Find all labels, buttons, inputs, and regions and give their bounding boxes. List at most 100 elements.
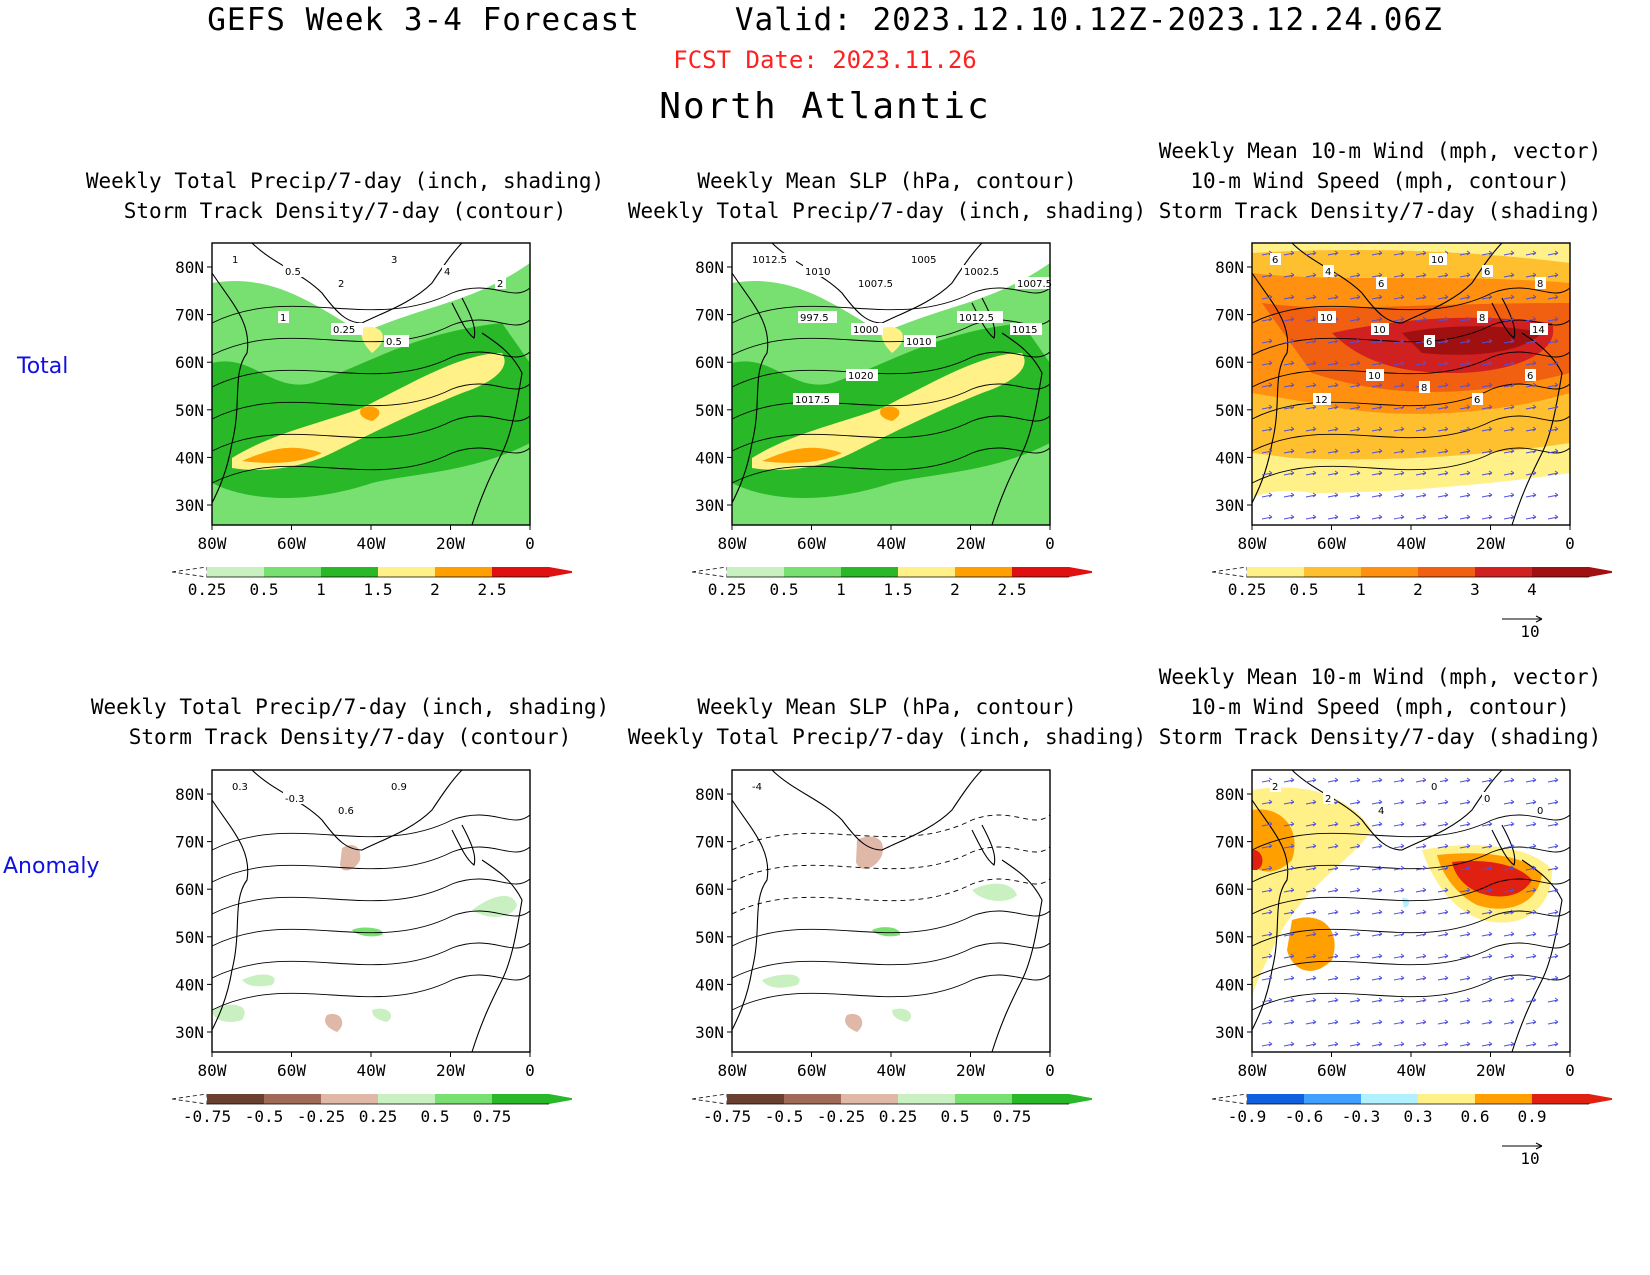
wind-vector: [1393, 931, 1405, 937]
wind-vector: [1371, 997, 1383, 1003]
contour-label: 4: [444, 267, 450, 278]
contour-line-3: [1251, 878, 1571, 915]
contour-label: 0: [1484, 794, 1490, 805]
wind-vector: [1371, 426, 1383, 432]
wind-vector: [1481, 426, 1493, 432]
colorbar-swatch-2: [1304, 567, 1361, 577]
wind-vector: [1503, 865, 1515, 871]
wind-vector: [1327, 953, 1339, 959]
wind-vector: [1547, 887, 1559, 893]
wind-vector: [1437, 887, 1449, 893]
wind-vector: [1503, 514, 1515, 520]
wind-vector: [1327, 448, 1339, 454]
wind-vector: [1415, 470, 1427, 476]
wind-vector: [1503, 338, 1515, 344]
wind-vector: [1349, 294, 1361, 300]
wind-vector: [1261, 975, 1273, 981]
slp-anom-map: -4 80N 70N 60N 50N 40N 30N 80W 60W 40W 20W 0: [670, 762, 1062, 1092]
wind-vector: [1261, 294, 1273, 300]
colorbar-swatch-5: [955, 1094, 1012, 1104]
contour-label: 4: [1325, 267, 1331, 278]
wind-vector: [1525, 821, 1537, 827]
colorbar-swatch-4: [378, 1094, 435, 1104]
lat-label-80N: 80N: [1215, 258, 1244, 277]
wind-vector: [1305, 404, 1317, 410]
wind-vector: [1371, 1041, 1383, 1047]
colorbar-swatch-1: [207, 1094, 264, 1104]
wind-vector: [1415, 931, 1427, 937]
contour-label: 1000: [853, 325, 878, 336]
wind-vector: [1547, 909, 1559, 915]
wind-vector: [1415, 316, 1427, 322]
wind-vector: [1459, 514, 1471, 520]
lat-label-80N: 80N: [1215, 785, 1244, 804]
contour-label: 0: [1431, 782, 1437, 793]
lat-label-40N: 40N: [1215, 975, 1244, 994]
contour-label: 2: [497, 279, 503, 290]
shading-region-6: [242, 974, 275, 987]
wind-vector: [1261, 843, 1273, 849]
lat-label-40N: 40N: [175, 448, 204, 467]
wind-vector: [1503, 1041, 1515, 1047]
lon-label-0: 0: [1045, 1061, 1055, 1080]
wind-vector: [1503, 448, 1515, 454]
coastline-2: [1251, 799, 1289, 1031]
wind-total-colorbar: 0.25 0.5 1 2 3 4 10: [1211, 566, 1617, 641]
lon-label-40W: 40W: [357, 534, 386, 553]
lon-label-60W: 60W: [797, 534, 826, 553]
lat-label-50N: 50N: [1215, 401, 1244, 420]
wind-anom-map: 2 2 4 0 0 0 80N 70N 60N 50N 40N 30N 80W 60W 40W 20W 0: [1190, 762, 1582, 1092]
colorbar-label-2: 0.5: [250, 580, 279, 599]
contour-label-bg: [1419, 381, 1430, 393]
contour-label: 8: [1537, 279, 1543, 290]
wind-vector: [1393, 382, 1405, 388]
wind-vector: [1305, 975, 1317, 981]
contour-label-bg: [336, 804, 361, 816]
colorbar-swatch-1: [727, 567, 784, 577]
wind-vector: [1547, 470, 1559, 476]
wind-total-map: 6 4 6 10 6 8 10 10 6 8 14 12 10 8 6 6 80N 70N 60N 50N 40N 30N…: [1190, 235, 1582, 565]
colorbar-swatch-2: [784, 567, 841, 577]
wind-vector: [1349, 843, 1361, 849]
wind-vector: [1547, 997, 1559, 1003]
contour-label: 10: [1320, 313, 1333, 324]
wind-vector: [1481, 843, 1493, 849]
wind-vector: [1459, 272, 1471, 278]
colorbar-label-5: 3: [1470, 580, 1480, 599]
lon-label-60W: 60W: [1317, 1061, 1346, 1080]
wind-vector: [1327, 514, 1339, 520]
coastline-4: [1491, 824, 1516, 866]
colorbar-label-3: 1: [836, 580, 846, 599]
wind-vector: [1327, 426, 1339, 432]
wind-vector: [1393, 492, 1405, 498]
wind-vector: [1283, 316, 1295, 322]
wind-vector: [1459, 953, 1471, 959]
wind-vector: [1481, 470, 1493, 476]
contour-label: 2: [338, 279, 344, 290]
colorbar-label-4: 2: [1413, 580, 1423, 599]
wind-vector: [1415, 360, 1427, 366]
contour-line-5: [1251, 415, 1571, 452]
lat-label-30N: 30N: [175, 496, 204, 515]
colorbar-left-arrow: [171, 566, 208, 578]
contour-label: 1017.5: [795, 395, 830, 406]
wind-vector: [1525, 448, 1537, 454]
wind-vector: [1415, 294, 1427, 300]
coastline-2: [731, 272, 769, 504]
contour-label: 10: [1373, 325, 1386, 336]
contour-label: 1010: [805, 267, 830, 278]
contour-line-4: [731, 910, 1051, 947]
colorbar-swatch-6: [1532, 1094, 1589, 1104]
wind-vector: [1327, 975, 1339, 981]
contour-label: 10: [1431, 255, 1444, 266]
contour-line-1: [1251, 287, 1571, 324]
contour-line-3: [211, 351, 531, 388]
contour-label-bg: [389, 780, 414, 792]
wind-vector: [1327, 1041, 1339, 1047]
wind-vector: [1305, 470, 1317, 476]
wind-vector: [1371, 272, 1383, 278]
colorbar-swatch-6: [492, 567, 549, 577]
contour-line-3: [731, 351, 1051, 388]
wind-vector: [1305, 1041, 1317, 1047]
wind-vector: [1305, 1019, 1317, 1025]
